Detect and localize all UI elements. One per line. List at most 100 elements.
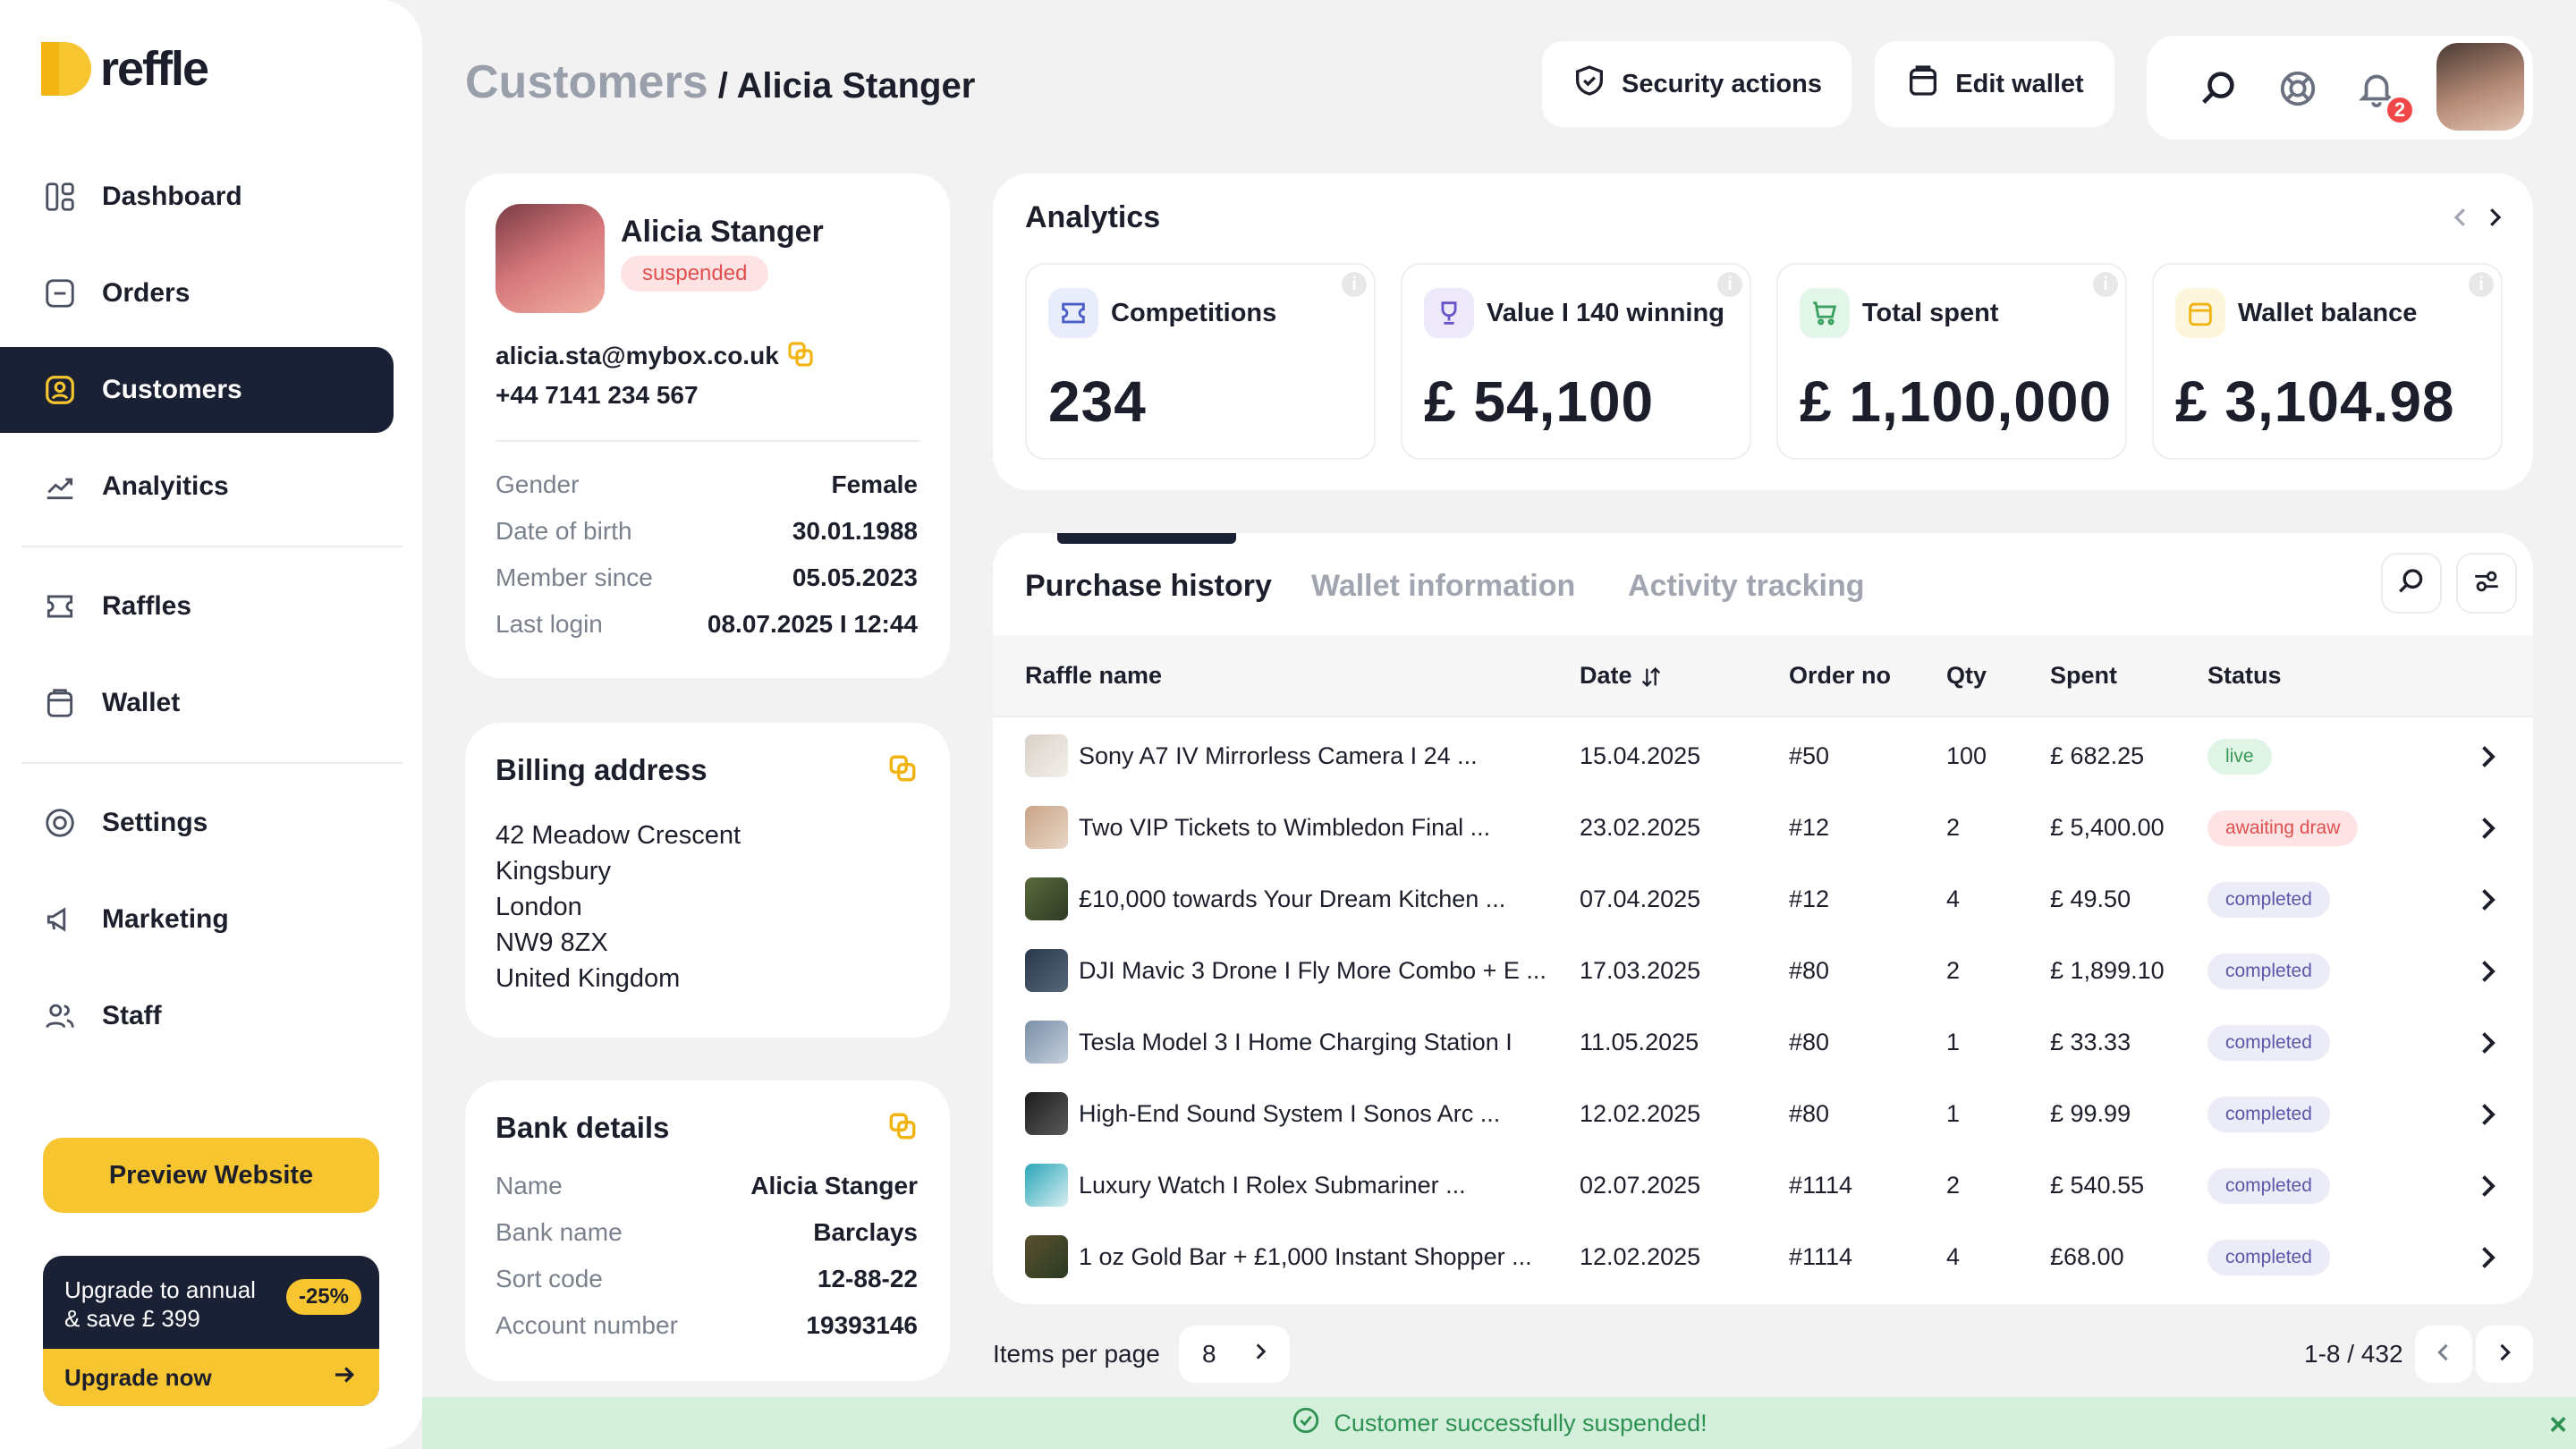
cell-date: 15.04.2025: [1580, 742, 1701, 769]
chevron-right-icon[interactable]: [2471, 1098, 2504, 1131]
cell-date: 23.02.2025: [1580, 814, 1701, 841]
table-row[interactable]: High-End Sound System I Sonos Arc ... 12.…: [993, 1079, 2533, 1150]
sidebar-item-settings[interactable]: Settings: [0, 780, 394, 866]
chevron-right-icon[interactable]: [2471, 812, 2504, 844]
chevron-right-icon[interactable]: [2471, 1241, 2504, 1274]
cell-qty: 1: [1946, 1100, 1961, 1127]
info-icon[interactable]: i: [2093, 272, 2118, 297]
cell-order: #1114: [1789, 1172, 1853, 1199]
cart-icon: [1800, 288, 1850, 338]
column-header: Spent: [2050, 662, 2118, 689]
chevron-left-icon[interactable]: [2447, 204, 2474, 235]
bell-icon[interactable]: [2356, 68, 2397, 109]
sidebar-item-analytics[interactable]: Analyitics: [0, 444, 394, 530]
breadcrumb-root[interactable]: Customers: [465, 56, 708, 108]
table-row[interactable]: Sony A7 IV Mirrorless Camera I 24 ... 15.…: [993, 721, 2533, 792]
cell-date: 17.03.2025: [1580, 957, 1701, 984]
upgrade-line1: Upgrade to annual: [64, 1276, 256, 1303]
table-row[interactable]: £10,000 towards Your Dream Kitchen ... 07…: [993, 864, 2533, 936]
tab-wallet-information[interactable]: Wallet information: [1311, 569, 1576, 603]
close-icon[interactable]: ×: [2549, 1408, 2567, 1442]
table-row[interactable]: DJI Mavic 3 Drone I Fly More Combo + E .…: [993, 936, 2533, 1007]
stat-label: Value I 140 winning: [1487, 299, 1724, 327]
upgrade-now-button[interactable]: Upgrade now: [43, 1349, 379, 1406]
sidebar-item-label: Wallet: [102, 688, 181, 717]
sidebar-item-dashboard[interactable]: Dashboard: [0, 154, 394, 240]
notification-count-badge: 2: [2385, 95, 2415, 125]
copy-icon[interactable]: [786, 340, 815, 375]
cell-qty: 1: [1946, 1029, 1961, 1055]
search-button[interactable]: [2381, 553, 2442, 614]
cell-spent: £ 5,400.00: [2050, 814, 2165, 841]
stat-label: Wallet balance: [2238, 299, 2418, 327]
copy-icon[interactable]: [887, 1111, 918, 1146]
brand-logo[interactable]: reffle: [41, 41, 209, 97]
sidebar-item-label: Raffles: [102, 591, 192, 621]
raffle-name: Two VIP Tickets to Wimbledon Final ...: [1079, 814, 1491, 841]
stat-total-spent: Total spent £ 1,100,000 i: [1776, 263, 2127, 460]
cell-spent: £68.00: [2050, 1243, 2124, 1270]
profile-card: Alicia Stanger suspended alicia.sta@mybo…: [465, 174, 950, 678]
sidebar-item-wallet[interactable]: Wallet: [0, 660, 394, 746]
raffle-name: Tesla Model 3 I Home Charging Station I: [1079, 1029, 1513, 1055]
breadcrumb: Customers / Alicia Stanger: [465, 55, 975, 109]
sidebar-item-staff[interactable]: Staff: [0, 973, 394, 1059]
search-icon[interactable]: [2199, 68, 2240, 109]
cell-date: 11.05.2025: [1580, 1029, 1699, 1055]
help-lifebuoy-icon[interactable]: [2277, 68, 2318, 109]
preview-website-button[interactable]: Preview Website: [43, 1138, 379, 1213]
edit-wallet-label: Edit wallet: [1955, 69, 2084, 98]
chevron-right-icon[interactable]: [2481, 204, 2508, 235]
table-row[interactable]: 1 oz Gold Bar + £1,000 Instant Shopper .…: [993, 1222, 2533, 1293]
column-header: Status: [2207, 662, 2282, 689]
table-row[interactable]: Luxury Watch I Rolex Submariner ... 02.07…: [993, 1150, 2533, 1222]
cell-qty: 4: [1946, 886, 1961, 912]
cell-order: #80: [1789, 1100, 1830, 1127]
filter-button[interactable]: [2456, 553, 2517, 614]
chevron-right-icon[interactable]: [2471, 741, 2504, 773]
chevron-right-icon: [2492, 1340, 2517, 1369]
sidebar-item-marketing[interactable]: Marketing: [0, 877, 394, 962]
tab-purchase-history[interactable]: Purchase history: [1025, 569, 1272, 603]
edit-wallet-button[interactable]: Edit wallet: [1875, 41, 2114, 127]
raffle-thumbnail: [1025, 877, 1068, 920]
sidebar-item-raffles[interactable]: Raffles: [0, 564, 394, 649]
cell-order: #12: [1789, 814, 1830, 841]
sidebar-item-label: Settings: [102, 808, 208, 837]
table-row[interactable]: Two VIP Tickets to Wimbledon Final ... 23…: [993, 792, 2533, 864]
tab-activity-tracking[interactable]: Activity tracking: [1628, 569, 1865, 603]
raffle-thumbnail: [1025, 734, 1068, 777]
next-page-button[interactable]: [2476, 1326, 2533, 1383]
chevron-right-icon[interactable]: [2471, 955, 2504, 987]
sidebar-item-orders[interactable]: Orders: [0, 250, 394, 336]
cell-spent: £ 99.99: [2050, 1100, 2131, 1127]
prev-page-button[interactable]: [2415, 1326, 2472, 1383]
table-header: Raffle name Date Order no Qty Spent Stat…: [993, 635, 2533, 717]
raffle-name: High-End Sound System I Sonos Arc ...: [1079, 1100, 1501, 1127]
chevron-right-icon[interactable]: [2471, 1027, 2504, 1059]
info-icon[interactable]: i: [2469, 272, 2494, 297]
status-badge: awaiting draw: [2207, 810, 2359, 846]
sidebar: reffle Dashboard Orders Customers Analyi…: [0, 0, 422, 1449]
info-icon[interactable]: i: [1717, 272, 1742, 297]
stat-label: Competitions: [1111, 299, 1277, 327]
items-per-page-select[interactable]: 8: [1179, 1326, 1290, 1383]
sidebar-item-customers[interactable]: Customers: [0, 347, 394, 433]
cell-order: #80: [1789, 957, 1830, 984]
copy-icon[interactable]: [887, 753, 918, 788]
table-row[interactable]: Tesla Model 3 I Home Charging Station I 1…: [993, 1007, 2533, 1079]
info-icon[interactable]: i: [1342, 272, 1367, 297]
stat-value: £ 3,104.98: [2175, 369, 2455, 434]
status-badge: completed: [2207, 1240, 2330, 1275]
column-header-date[interactable]: Date: [1580, 662, 1664, 690]
dashboard-icon: [43, 180, 77, 214]
card-title: Billing address: [496, 753, 708, 786]
security-actions-button[interactable]: Security actions: [1542, 41, 1852, 127]
cell-spent: £ 33.33: [2050, 1029, 2131, 1055]
detail-row: Member since 05.05.2023: [496, 564, 918, 591]
customer-phone: +44 7141 234 567: [496, 381, 699, 409]
chevron-right-icon[interactable]: [2471, 1170, 2504, 1202]
user-avatar[interactable]: [2436, 43, 2524, 131]
chevron-right-icon[interactable]: [2471, 884, 2504, 916]
raffle-thumbnail: [1025, 1092, 1068, 1135]
